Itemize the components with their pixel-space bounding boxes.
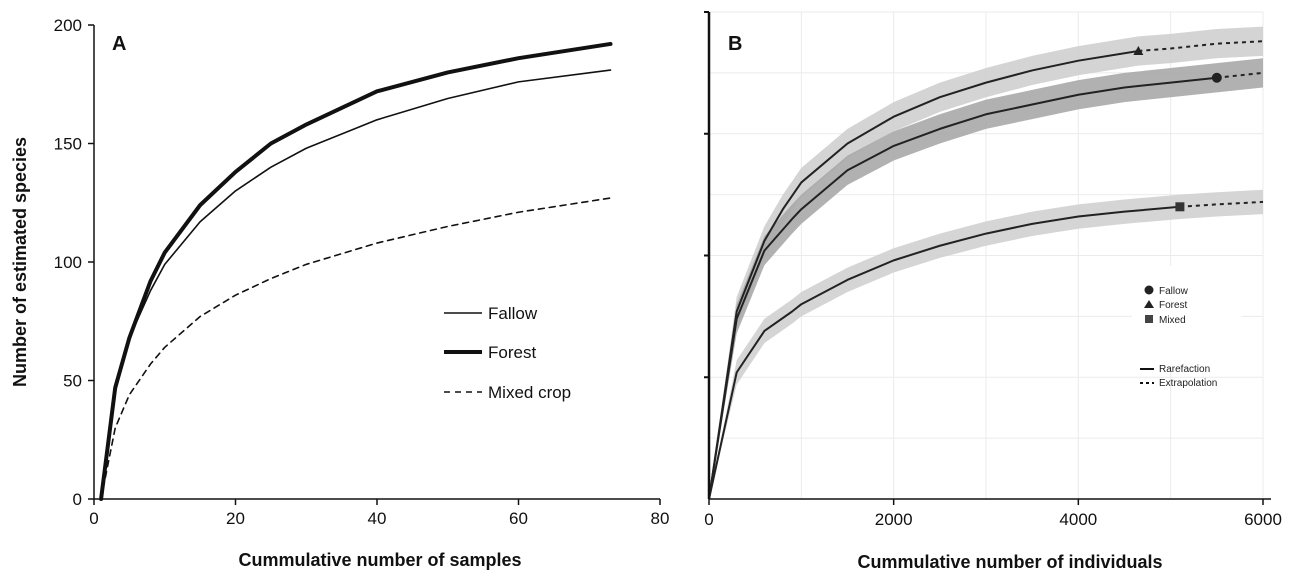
- series-a-mixed-crop: [100, 197, 612, 500]
- extrapolation-b-mixed: [1179, 200, 1264, 208]
- x-tick-label-a: 0: [89, 509, 98, 528]
- rarefaction-b-forest: [708, 49, 1139, 500]
- legend-b-rarefaction: Rarefaction: [1159, 364, 1210, 375]
- legend-a: Fallow Forest Mixed crop: [444, 304, 571, 402]
- x-tick-label-a: 60: [509, 509, 528, 528]
- panel-label-a: A: [112, 33, 126, 55]
- rarefaction-b-mixed: [708, 205, 1180, 500]
- band-b-fallow: [709, 58, 1263, 499]
- x-tick-label-b: 0: [704, 510, 713, 529]
- series-a-fallow: [100, 69, 612, 500]
- y-tick-label-a: 50: [63, 372, 82, 391]
- y-tick-label-a: 150: [54, 135, 82, 154]
- y-axis-label-a: Number of estimated species: [10, 137, 30, 387]
- x-tick-label-a: 40: [368, 509, 387, 528]
- series-a-forest: [99, 41, 613, 501]
- x-tick-label-a: 20: [226, 509, 245, 528]
- x-axis-label-a: Cummulative number of samples: [238, 550, 521, 570]
- legend-b-mixed: Mixed: [1159, 315, 1186, 326]
- marker-b-mixed: [1175, 202, 1185, 212]
- panel-label-b: B: [728, 33, 742, 55]
- legend-a-forest: Forest: [488, 343, 536, 362]
- chart-a: 0 20 40 60 80 0 50 100 150 200 A Cummulative numb…: [10, 16, 670, 570]
- y-tick-label-a: 0: [73, 490, 82, 509]
- x-tick-label-a: 80: [651, 509, 670, 528]
- x-tick-label-b: 6000: [1244, 510, 1282, 529]
- legend-b-extrapolation: Extrapolation: [1159, 378, 1217, 389]
- marker-b-fallow: [1211, 72, 1222, 83]
- y-tick-label-a: 200: [54, 16, 82, 35]
- legend-b: Fallow Forest Mixed Rarefaction Extrapol…: [1132, 266, 1242, 389]
- legend-b-forest: Forest: [1159, 300, 1188, 311]
- x-tick-label-b: 4000: [1059, 510, 1097, 529]
- chart-b: 0 2000 4000 6000 B Cummulative number of in…: [704, 11, 1282, 571]
- legend-b-fallow: Fallow: [1159, 286, 1189, 297]
- y-tick-label-a: 100: [54, 253, 82, 272]
- legend-a-mixed: Mixed crop: [488, 383, 571, 402]
- marker-b-forest: [1133, 45, 1144, 55]
- legend-b-fallow-marker: [1144, 285, 1154, 295]
- rarefaction-b-fallow: [708, 76, 1217, 500]
- legend-b-mixed-marker: [1145, 315, 1153, 323]
- extrapolation-b-forest: [1138, 40, 1264, 52]
- x-axis-label-b: Cummulative number of individuals: [857, 552, 1162, 571]
- legend-a-fallow: Fallow: [488, 304, 538, 323]
- x-tick-label-b: 2000: [875, 510, 913, 529]
- legend-b-forest-marker: [1144, 300, 1154, 308]
